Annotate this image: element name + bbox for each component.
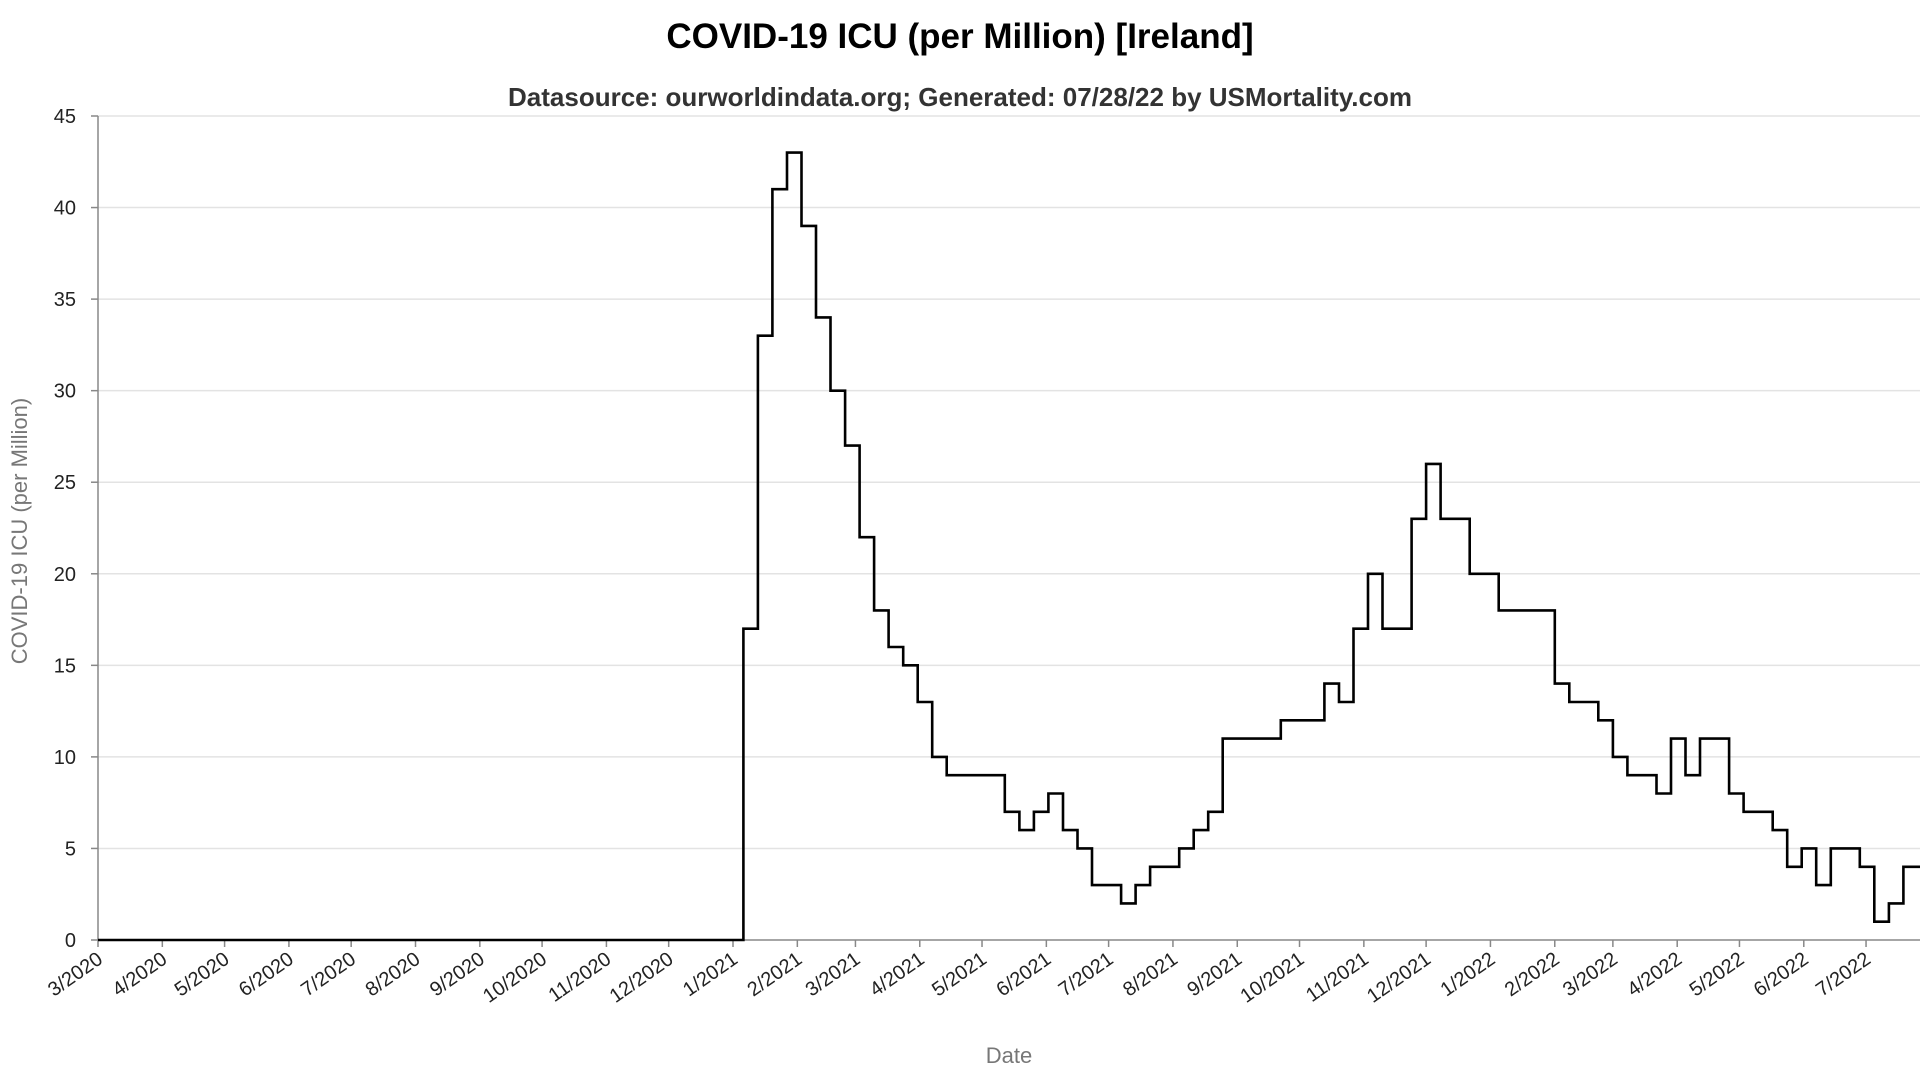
x-axis-title: Date — [986, 1043, 1032, 1068]
x-tick-label: 3/2021 — [802, 948, 865, 1001]
x-tick-label: 8/2021 — [1119, 948, 1182, 1001]
y-tick-label: 10 — [54, 747, 76, 769]
x-tick-label: 11/2021 — [1302, 948, 1373, 1007]
x-tick-label: 12/2020 — [606, 948, 678, 1007]
x-tick-label: 4/2021 — [866, 948, 929, 1001]
x-tick-label: 6/2020 — [235, 948, 298, 1001]
x-tick-label: 5/2022 — [1686, 948, 1749, 1001]
x-tick-label: 3/2020 — [44, 948, 107, 1001]
x-tick-label: 3/2022 — [1559, 948, 1622, 1001]
x-tick-label: 2/2021 — [743, 948, 806, 1001]
x-axis: 3/2020 4/2020 5/2020 6/2020 7/2020 8/2020 9/20… — [44, 939, 1920, 1008]
chart-title: COVID-19 ICU (per Million) [Ireland] — [666, 17, 1253, 56]
x-tick-label: 6/2021 — [992, 948, 1055, 1001]
x-tick-label: 10/2020 — [479, 948, 551, 1007]
y-axis-title: COVID-19 ICU (per Million) — [7, 398, 32, 665]
y-tick-label: 35 — [54, 289, 76, 311]
y-tick-label: 25 — [54, 472, 76, 494]
y-tick-label: 20 — [54, 564, 76, 586]
x-tick-label: 9/2021 — [1183, 948, 1246, 1001]
x-tick-label: 6/2022 — [1750, 948, 1813, 1001]
y-tick-label: 40 — [54, 198, 76, 220]
x-tick-label: 1/2021 — [679, 948, 742, 1001]
y-tick-label: 45 — [54, 106, 76, 128]
x-tick-label: 10/2021 — [1237, 948, 1309, 1007]
x-tick-label: 11/2020 — [545, 948, 616, 1007]
x-tick-label: 7/2020 — [297, 948, 360, 1001]
x-tick-label: 5/2020 — [171, 948, 234, 1001]
series-layer — [98, 151, 1920, 942]
x-tick-label: 4/2020 — [108, 948, 171, 1001]
x-tick-label: 1/2022 — [1437, 948, 1500, 1001]
gridlines — [98, 115, 1920, 850]
x-tick-label: 4/2022 — [1623, 948, 1686, 1001]
y-tick-label: 30 — [54, 381, 76, 403]
icu-series-line — [98, 151, 1920, 942]
x-tick-label: 2/2022 — [1501, 948, 1564, 1001]
x-tick-label: 7/2021 — [1055, 948, 1118, 1001]
y-axis: 0 5 10 15 20 25 30 35 40 45 — [54, 106, 99, 952]
x-tick-label: 12/2021 — [1363, 948, 1435, 1007]
x-tick-label: 7/2022 — [1812, 948, 1875, 1001]
x-tick-label: 8/2020 — [362, 948, 425, 1001]
y-tick-label: 15 — [54, 655, 76, 677]
chart-subtitle: Datasource: ourworldindata.org; Generate… — [508, 82, 1412, 112]
y-tick-label: 5 — [65, 838, 76, 860]
x-tick-label: 5/2021 — [928, 948, 991, 1001]
x-tick-label: 9/2020 — [426, 948, 489, 1001]
y-tick-label: 0 — [65, 930, 76, 952]
